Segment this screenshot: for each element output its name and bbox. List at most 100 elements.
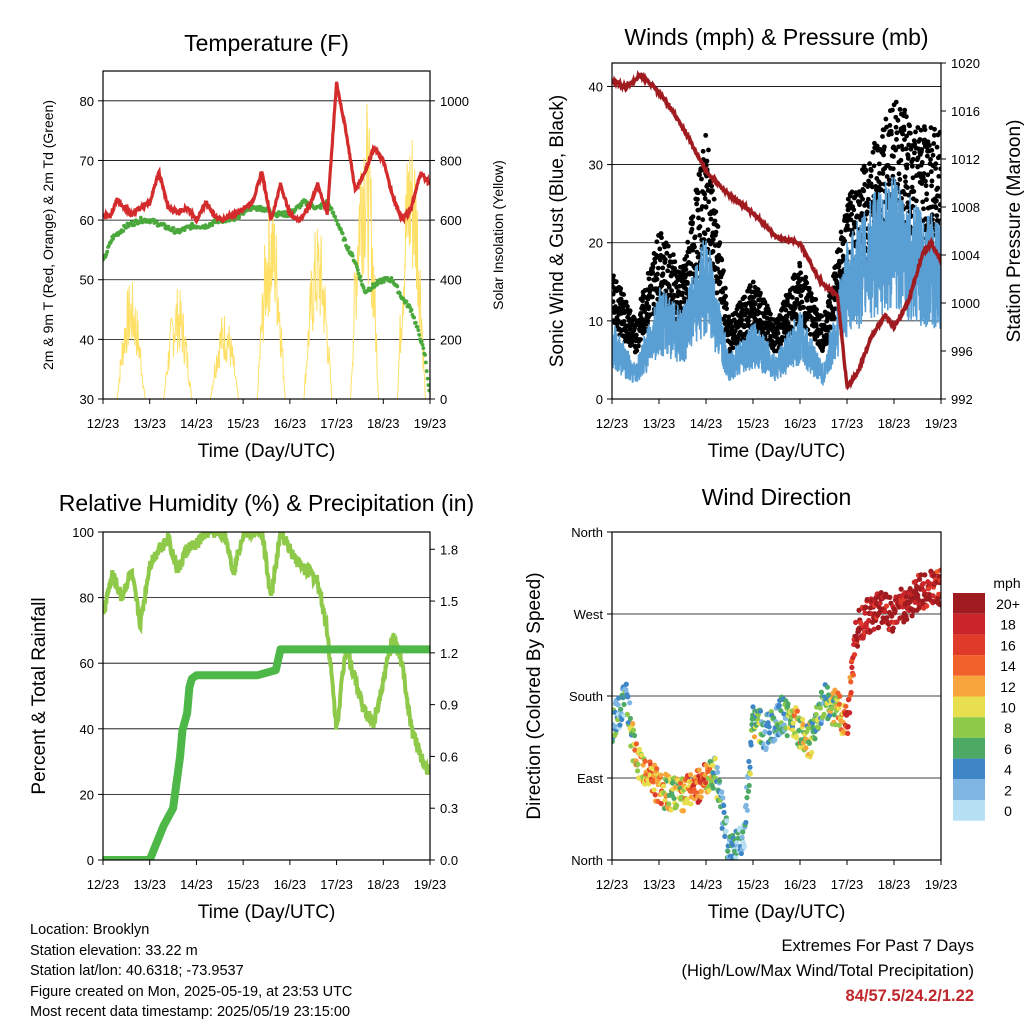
direction-point — [703, 762, 709, 768]
gust-point — [896, 171, 902, 177]
gust-point — [849, 189, 855, 195]
gust-point — [884, 174, 890, 179]
gust-point — [863, 168, 869, 174]
gust-point — [715, 224, 721, 229]
y2-tick-label: 1008 — [951, 200, 980, 215]
y-tick-label: 20 — [80, 787, 94, 802]
chart-title: Temperature (F) — [184, 30, 349, 56]
direction-point — [862, 610, 868, 616]
gust-point — [878, 187, 884, 193]
legend-label: 16 — [1000, 637, 1016, 653]
y2-tick-label: 1.2 — [440, 646, 458, 661]
gust-point — [799, 276, 805, 282]
gust-point — [859, 211, 865, 217]
gust-point — [902, 107, 908, 113]
dewpoint-point — [329, 206, 334, 211]
y-tick-label: East — [577, 771, 603, 786]
gust-point — [864, 209, 870, 215]
gust-point — [714, 290, 720, 296]
gust-point — [672, 259, 678, 265]
dewpoint-point — [350, 253, 355, 258]
x-tick-label: 12/23 — [87, 416, 120, 431]
x-tick-label: 12/23 — [596, 877, 629, 892]
dewpoint-point — [138, 215, 143, 220]
solar-series — [103, 103, 430, 399]
direction-point — [698, 794, 704, 800]
direction-point — [722, 833, 728, 839]
gust-point — [848, 200, 853, 206]
legend-label: 20+ — [996, 596, 1020, 612]
location-text: Location: Brooklyn — [30, 922, 150, 938]
y-tick-label: 60 — [80, 656, 94, 671]
x-tick-label: 16/23 — [274, 416, 307, 431]
x-tick-label: 17/23 — [831, 416, 864, 431]
gust-point — [623, 299, 629, 305]
direction-point — [824, 684, 831, 690]
direction-point — [702, 772, 708, 778]
gust-point — [702, 196, 708, 201]
gust-point — [755, 287, 761, 292]
gust-point — [612, 273, 616, 279]
gust-point — [669, 288, 675, 294]
gust-point — [715, 259, 721, 264]
x-tick-label: 17/23 — [320, 877, 353, 892]
direction-point — [884, 615, 890, 621]
x-tick-label: 13/23 — [133, 416, 166, 431]
dewpoint-point — [249, 208, 253, 212]
x-axis-label: Time (Day/UTC) — [198, 441, 336, 462]
direction-point — [904, 616, 910, 622]
gust-point — [893, 124, 899, 130]
gust-point — [849, 211, 855, 217]
gust-point — [613, 279, 619, 285]
x-tick-label: 15/23 — [737, 877, 770, 892]
direction-point — [719, 789, 725, 795]
gust-point — [660, 265, 666, 271]
x-tick-label: 16/23 — [784, 416, 817, 431]
gust-point — [921, 171, 927, 176]
latlon-text: Station lat/lon: 40.6318; -73.9537 — [30, 963, 244, 979]
gust-point — [700, 217, 706, 223]
y-tick-label: 80 — [80, 591, 94, 606]
dewpoint-point — [423, 352, 427, 357]
gust-point — [905, 185, 910, 190]
direction-point — [633, 741, 640, 747]
gust-point — [868, 168, 874, 173]
y-tick-label: South — [569, 689, 603, 704]
direction-point — [794, 708, 800, 714]
x-tick-label: 14/23 — [690, 416, 723, 431]
direction-point — [918, 572, 924, 578]
gust-point — [803, 274, 809, 280]
y-tick-label: 40 — [589, 79, 603, 94]
gust-point — [909, 163, 915, 169]
gust-point — [719, 257, 725, 263]
gust-point — [617, 305, 622, 311]
legend-swatch — [953, 737, 985, 759]
gust-point — [919, 159, 925, 165]
gust-point — [902, 174, 908, 180]
gust-point — [848, 217, 854, 223]
y2-tick-label: 1004 — [951, 248, 980, 263]
x-tick-label: 19/23 — [925, 877, 958, 892]
dewpoint-point — [162, 222, 167, 227]
direction-point — [733, 854, 739, 860]
gust-point — [634, 348, 640, 353]
gust-point — [794, 296, 800, 302]
x-tick-label: 15/23 — [737, 416, 770, 431]
gust-point — [724, 306, 730, 312]
direction-point — [877, 600, 883, 606]
elevation-text: Station elevation: 33.22 m — [30, 942, 198, 959]
direction-point — [784, 733, 790, 739]
direction-point — [669, 780, 676, 786]
direction-point — [853, 619, 859, 626]
dewpoint-point — [154, 220, 159, 225]
gust-point — [906, 192, 911, 198]
dewpoint-point — [423, 360, 428, 365]
gust-point — [742, 294, 748, 300]
legend-swatch — [953, 675, 985, 697]
gust-point — [662, 257, 668, 262]
direction-point — [925, 586, 932, 592]
direction-point — [849, 664, 855, 671]
temperature-series — [103, 81, 430, 225]
direction-point — [913, 578, 919, 585]
gust-point — [732, 328, 738, 334]
